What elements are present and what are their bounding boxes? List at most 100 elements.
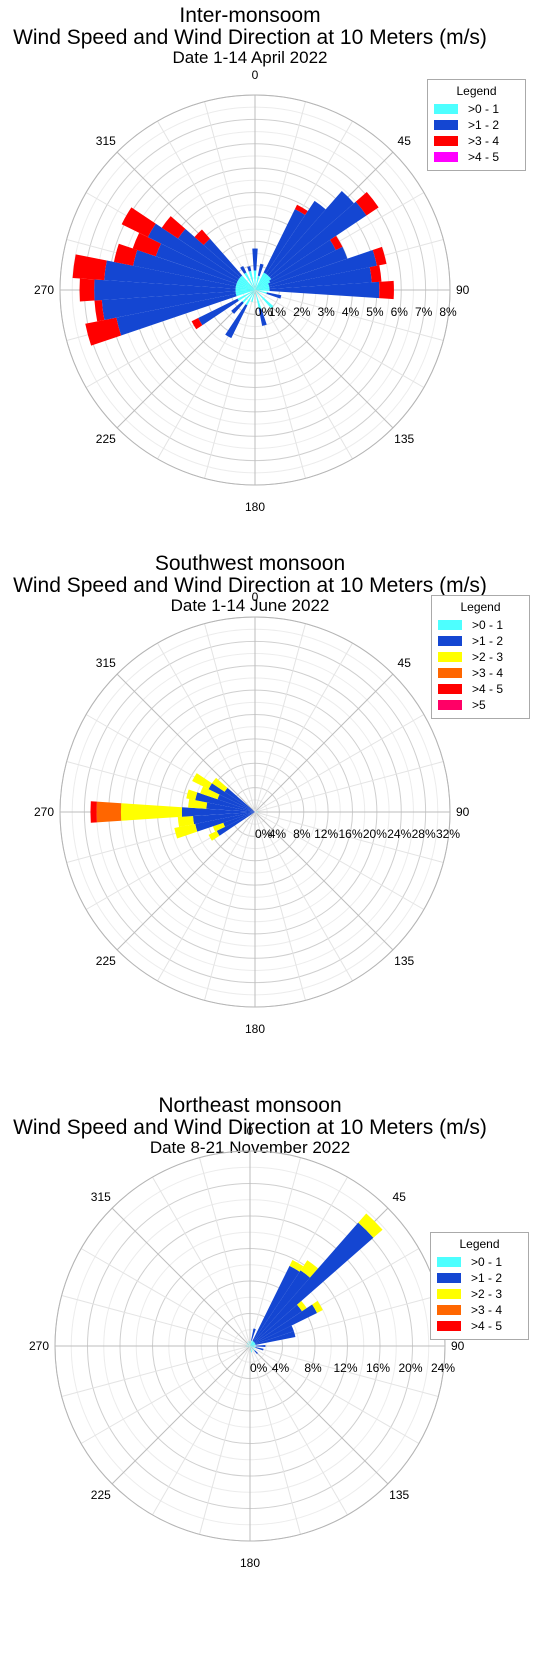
- wind-bar-segment: [255, 275, 260, 290]
- grid-spoke: [157, 120, 256, 291]
- direction-label: 180: [245, 500, 265, 514]
- wind-bar-segment: [250, 1342, 256, 1346]
- grid-spoke: [199, 1157, 251, 1347]
- direction-label: 135: [394, 432, 414, 446]
- grid-spoke: [204, 811, 256, 1001]
- wind-bar-segment: [235, 290, 255, 297]
- direction-label: 225: [91, 1488, 111, 1502]
- legend-label: >3 - 4: [471, 1303, 503, 1317]
- legend-swatch: [434, 136, 458, 146]
- wind-bar-segment: [247, 266, 252, 272]
- wind-bar-segment: [255, 290, 267, 294]
- wind-bar-segment: [254, 1304, 318, 1344]
- wind-bar-segment: [246, 1342, 250, 1346]
- grid-spoke: [254, 811, 353, 982]
- legend-swatch: [437, 1273, 461, 1283]
- legend-entry: >2 - 3: [437, 1286, 522, 1302]
- wind-bar-segment: [253, 270, 257, 290]
- legend-label: >2 - 3: [472, 650, 504, 664]
- legend-label: >4 - 5: [471, 1319, 503, 1333]
- wind-bar-segment: [312, 1300, 323, 1313]
- wind-bar-segment: [237, 290, 255, 301]
- wind-bar-segment: [250, 1343, 256, 1346]
- wind-bar-segment: [255, 1325, 294, 1345]
- wind-bar-segment: [240, 265, 247, 274]
- wind-bar-segment: [254, 1304, 303, 1343]
- grid-spoke: [116, 289, 256, 429]
- wind-rose-chart-3: 0% 4% 8% 12% 16% 20% 24% 0 45 90 135 180 225 270 315: [29, 1124, 465, 1570]
- grid-spoke: [254, 101, 306, 291]
- grid-spoke: [254, 714, 425, 813]
- legend-swatch: [438, 700, 462, 710]
- radial-tick-label: 28%: [412, 827, 436, 841]
- wind-bar-segment: [174, 823, 198, 839]
- radial-tick-label: 0%: [250, 1361, 268, 1375]
- wind-bar-segment: [121, 207, 156, 238]
- wind-bar-segment: [248, 1341, 250, 1346]
- legend-label: >3 - 4: [468, 134, 500, 148]
- radial-tick-label: 4%: [269, 827, 287, 841]
- legend-label: >1 - 2: [472, 634, 504, 648]
- grid-spoke: [204, 289, 256, 479]
- wind-bar-segment: [250, 1346, 256, 1348]
- grid-spoke: [249, 1345, 420, 1444]
- outer-ring: [59, 94, 451, 486]
- wind-bar-segment: [242, 290, 255, 303]
- chart-title-line: Wind Speed and Wind Direction at 10 Mete…: [13, 574, 487, 598]
- wind-bar-segment: [155, 243, 238, 284]
- wind-bar-segment: [250, 1346, 253, 1353]
- grid-spoke: [152, 1345, 251, 1516]
- wind-bar-segment: [255, 273, 268, 290]
- radial-tick-label: 2%: [293, 305, 311, 319]
- wind-bar-segment: [252, 248, 258, 271]
- legend-label: >5: [472, 698, 486, 712]
- wind-bar-segment: [203, 238, 243, 278]
- wind-bar-segment: [211, 777, 228, 792]
- wind-bar-segment: [177, 816, 195, 828]
- wind-bar-segment: [208, 830, 220, 841]
- wind-bar-segment: [250, 1340, 254, 1346]
- wind-bar-segment: [191, 318, 203, 330]
- legend-swatch: [438, 636, 462, 646]
- grid-spoke: [249, 1345, 348, 1516]
- grid-spoke: [254, 289, 353, 460]
- radial-tick-label: 0%: [255, 827, 273, 841]
- legend-label: >4 - 5: [472, 682, 504, 696]
- wind-bar-segment: [265, 200, 326, 276]
- wind-bar-segment: [269, 281, 380, 299]
- chart-title-line: Wind Speed and Wind Direction at 10 Mete…: [13, 26, 487, 50]
- grid-spoke: [152, 1176, 251, 1347]
- legend-label: >4 - 5: [468, 150, 500, 164]
- wind-bar-segment: [195, 792, 255, 812]
- wind-bar-segment: [235, 290, 255, 294]
- grid-spoke: [157, 642, 256, 813]
- radial-tick-label: 24%: [387, 827, 411, 841]
- wind-bar-segment: [358, 1213, 383, 1238]
- wind-bar-segment: [198, 298, 239, 326]
- direction-label: 90: [456, 805, 470, 819]
- wind-bar-segment: [269, 267, 372, 290]
- grid-spoke: [254, 289, 425, 388]
- grid-spoke: [254, 811, 394, 951]
- wind-bar-segment: [85, 317, 122, 346]
- direction-label: 45: [398, 656, 412, 670]
- direction-label: 315: [91, 1190, 111, 1204]
- wind-bar-segment: [113, 243, 138, 266]
- legend-swatch: [438, 668, 462, 678]
- radial-tick-label: 5%: [366, 305, 384, 319]
- wind-bar-segment: [90, 801, 97, 823]
- chart-title-line: Wind Speed and Wind Direction at 10 Mete…: [13, 1116, 487, 1140]
- legend-title: Legend: [459, 1237, 500, 1251]
- wind-bar-segment: [255, 1347, 264, 1351]
- wind-bar-segment: [250, 1341, 255, 1346]
- wind-bar-segment: [96, 801, 122, 823]
- wind-bar-segment: [263, 209, 306, 274]
- legend-label: >0 - 1: [471, 1255, 503, 1269]
- legend-label: >0 - 1: [468, 102, 500, 116]
- direction-label: 90: [456, 283, 470, 297]
- wind-bar-segment: [255, 1344, 266, 1348]
- legend-swatch: [434, 120, 458, 130]
- wind-bar-segment: [255, 287, 270, 290]
- wind-bar-segment: [192, 812, 255, 825]
- wind-bar-segment: [269, 201, 367, 280]
